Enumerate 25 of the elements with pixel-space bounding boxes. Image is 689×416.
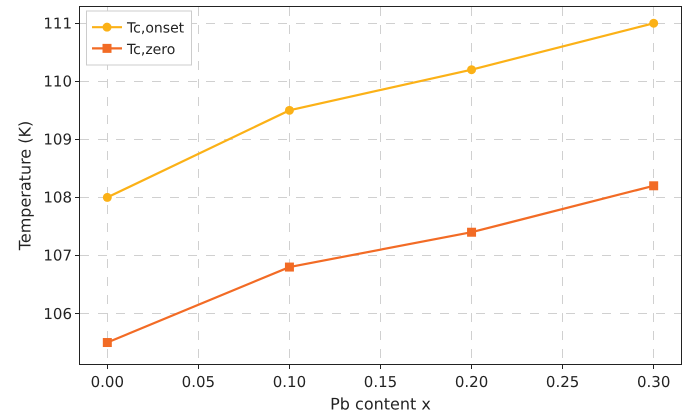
x-tick-label: 0.00 bbox=[90, 373, 124, 391]
y-tick-label: 106 bbox=[43, 304, 72, 323]
point bbox=[102, 338, 112, 348]
x-tick-label: 0.10 bbox=[272, 373, 306, 391]
point bbox=[649, 18, 658, 28]
point bbox=[649, 181, 658, 190]
y-axis-title: Temperature (K) bbox=[15, 120, 34, 252]
point bbox=[284, 106, 294, 115]
point bbox=[284, 262, 294, 272]
point bbox=[467, 228, 476, 237]
point bbox=[102, 192, 112, 202]
y-tick-label: 108 bbox=[43, 188, 72, 207]
y-tick-label: 110 bbox=[43, 72, 72, 91]
x-tick-label: 0.15 bbox=[364, 373, 398, 391]
y-tick-label: 107 bbox=[43, 246, 72, 265]
x-axis-title: Pb content x bbox=[330, 394, 431, 414]
y-tick-label: 111 bbox=[43, 14, 72, 32]
legend-label: Tc,onset bbox=[126, 20, 185, 37]
y-tick-label: 109 bbox=[43, 130, 72, 149]
x-tick-label: 0.05 bbox=[182, 373, 216, 391]
x-tick-label: 0.20 bbox=[454, 373, 488, 391]
x-tick-label: 0.25 bbox=[546, 373, 580, 391]
legend-label: Tc,zero bbox=[126, 42, 176, 58]
point bbox=[467, 65, 476, 74]
x-tick-label: 0.30 bbox=[636, 373, 670, 391]
